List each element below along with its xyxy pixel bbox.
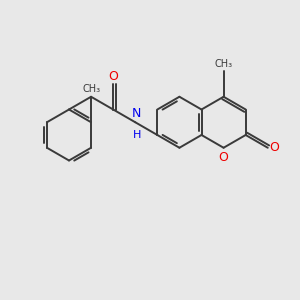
Text: O: O bbox=[108, 70, 118, 83]
Text: H: H bbox=[133, 130, 141, 140]
Text: CH₃: CH₃ bbox=[214, 59, 232, 69]
Text: N: N bbox=[132, 107, 141, 120]
Text: CH₃: CH₃ bbox=[82, 84, 100, 94]
Text: O: O bbox=[269, 141, 279, 154]
Text: O: O bbox=[219, 152, 229, 164]
